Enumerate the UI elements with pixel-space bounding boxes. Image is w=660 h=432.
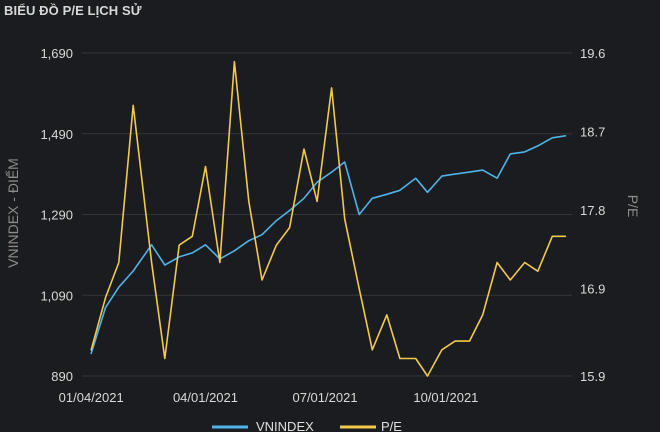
x-tick: 01/04/2021 xyxy=(59,390,124,405)
series-lines xyxy=(90,60,567,377)
y-tick-left: 1,690 xyxy=(40,46,73,61)
y-tick-left: 890 xyxy=(51,369,73,384)
x-tick: 07/01/2021 xyxy=(292,390,357,405)
y-tick-right: 17.8 xyxy=(580,203,605,218)
y-tick-right: 19.6 xyxy=(580,46,605,61)
y-tick-right: 15.9 xyxy=(580,369,605,384)
series-line-p-e xyxy=(90,60,567,377)
y-axis-left-label: VNINDEX - ĐIỂM xyxy=(4,158,21,268)
legend-label-vnindex: VNINDEX xyxy=(256,419,314,432)
y-axis-right-ticks: 15.9 16.9 17.8 18.7 19.6 xyxy=(580,46,605,384)
y-tick-left: 1,090 xyxy=(40,288,73,303)
y-tick-left: 1,290 xyxy=(40,208,73,223)
y-tick-left: 1,490 xyxy=(40,127,73,142)
legend-label-pe: P/E xyxy=(381,419,402,432)
legend-item-pe[interactable]: P/E xyxy=(340,419,402,432)
x-tick: 04/01/2021 xyxy=(173,390,238,405)
chart-title: BIỂU ĐỒ P/E LỊCH SỬ xyxy=(4,3,142,18)
y-tick-right: 18.7 xyxy=(580,125,605,140)
grid-lines xyxy=(82,52,572,377)
y-axis-left-ticks: 890 1,090 1,290 1,490 1,690 xyxy=(40,46,73,384)
legend-item-vnindex[interactable]: VNINDEX xyxy=(212,419,314,432)
x-tick: 10/01/2021 xyxy=(413,390,478,405)
series-line-vnindex xyxy=(90,135,567,355)
y-tick-right: 16.9 xyxy=(580,282,605,297)
legend: VNINDEX P/E xyxy=(212,419,402,432)
y-axis-right-label: P/E xyxy=(625,195,641,218)
x-axis-ticks: 01/04/2021 04/01/2021 07/01/2021 10/01/2021 xyxy=(59,390,479,405)
